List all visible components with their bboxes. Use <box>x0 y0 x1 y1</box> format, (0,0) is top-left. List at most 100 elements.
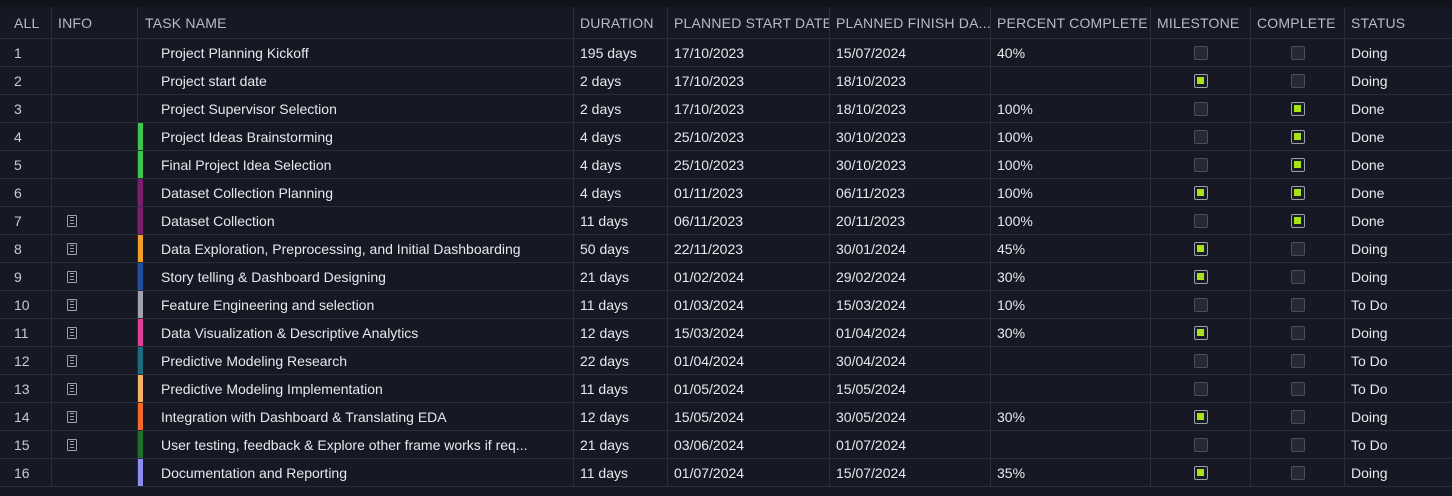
column-header-percent-complete[interactable]: PERCENT COMPLETE <box>991 7 1151 38</box>
task-name-cell[interactable]: Project Planning Kickoff <box>138 39 574 66</box>
percent-complete-cell[interactable]: 30% <box>991 319 1151 346</box>
planned-finish-cell[interactable]: 15/05/2024 <box>830 375 991 402</box>
table-row[interactable]: 2 Project start date 2 days 17/10/2023 18/10… <box>0 67 1452 95</box>
table-row[interactable]: 6 Dataset Collection Planning 4 days 01/11/… <box>0 179 1452 207</box>
status-cell[interactable]: To Do <box>1351 436 1388 453</box>
complete-checkbox[interactable] <box>1290 185 1305 200</box>
planned-finish-cell[interactable]: 20/11/2023 <box>830 207 991 234</box>
status-cell[interactable]: To Do <box>1351 296 1388 313</box>
table-row[interactable]: 3 Project Supervisor Selection 2 days 17/10… <box>0 95 1452 123</box>
note-icon[interactable] <box>67 242 77 255</box>
milestone-checkbox[interactable] <box>1193 45 1208 60</box>
planned-finish-cell[interactable]: 30/10/2023 <box>830 123 991 150</box>
row-number[interactable]: 6 <box>0 179 52 206</box>
info-cell[interactable] <box>52 291 138 318</box>
percent-complete-cell[interactable]: 30% <box>991 403 1151 430</box>
planned-start-cell[interactable]: 25/10/2023 <box>668 123 830 150</box>
note-icon[interactable] <box>67 410 77 423</box>
milestone-checkbox[interactable] <box>1193 297 1208 312</box>
duration-cell[interactable]: 11 days <box>574 375 668 402</box>
task-name-cell[interactable]: Dataset Collection <box>138 207 574 234</box>
task-name-cell[interactable]: User testing, feedback & Explore other f… <box>138 431 574 458</box>
planned-start-cell[interactable]: 22/11/2023 <box>668 235 830 262</box>
status-cell[interactable]: To Do <box>1351 352 1388 369</box>
status-cell[interactable]: Done <box>1351 156 1385 173</box>
status-cell[interactable]: Done <box>1351 212 1385 229</box>
task-name-cell[interactable]: Project Supervisor Selection <box>138 95 574 122</box>
percent-complete-cell[interactable]: 100% <box>991 151 1151 178</box>
row-number[interactable]: 9 <box>0 263 52 290</box>
milestone-checkbox[interactable] <box>1193 353 1208 368</box>
info-cell[interactable] <box>52 39 138 66</box>
task-name-cell[interactable]: Integration with Dashboard & Translating… <box>138 403 574 430</box>
info-cell[interactable] <box>52 375 138 402</box>
duration-cell[interactable]: 21 days <box>574 263 668 290</box>
complete-checkbox[interactable] <box>1290 465 1305 480</box>
planned-finish-cell[interactable]: 30/10/2023 <box>830 151 991 178</box>
table-row[interactable]: 8 Data Exploration, Preprocessing, and In… <box>0 235 1452 263</box>
milestone-checkbox[interactable] <box>1193 213 1208 228</box>
duration-cell[interactable]: 11 days <box>574 207 668 234</box>
info-cell[interactable] <box>52 235 138 262</box>
column-header-task-name[interactable]: TASK NAME <box>138 7 574 38</box>
complete-checkbox[interactable] <box>1290 129 1305 144</box>
status-cell[interactable]: Doing <box>1351 408 1388 425</box>
note-icon[interactable] <box>67 438 77 451</box>
complete-checkbox[interactable] <box>1290 409 1305 424</box>
milestone-checkbox[interactable] <box>1193 325 1208 340</box>
duration-cell[interactable]: 2 days <box>574 67 668 94</box>
row-number[interactable]: 1 <box>0 39 52 66</box>
planned-finish-cell[interactable]: 18/10/2023 <box>830 95 991 122</box>
planned-finish-cell[interactable]: 18/10/2023 <box>830 67 991 94</box>
info-cell[interactable] <box>52 95 138 122</box>
task-name-cell[interactable]: Story telling & Dashboard Designing <box>138 263 574 290</box>
planned-finish-cell[interactable]: 15/07/2024 <box>830 459 991 486</box>
duration-cell[interactable]: 11 days <box>574 459 668 486</box>
row-number[interactable]: 7 <box>0 207 52 234</box>
task-name-cell[interactable]: Project start date <box>138 67 574 94</box>
table-row[interactable]: 12 Predictive Modeling Research 22 days 01/… <box>0 347 1452 375</box>
status-cell[interactable]: Done <box>1351 184 1385 201</box>
planned-finish-cell[interactable]: 06/11/2023 <box>830 179 991 206</box>
planned-start-cell[interactable]: 06/11/2023 <box>668 207 830 234</box>
info-cell[interactable] <box>52 179 138 206</box>
info-cell[interactable] <box>52 319 138 346</box>
complete-checkbox[interactable] <box>1290 101 1305 116</box>
note-icon[interactable] <box>67 382 77 395</box>
complete-checkbox[interactable] <box>1290 297 1305 312</box>
planned-start-cell[interactable]: 15/05/2024 <box>668 403 830 430</box>
duration-cell[interactable]: 50 days <box>574 235 668 262</box>
status-cell[interactable]: Doing <box>1351 324 1388 341</box>
planned-start-cell[interactable]: 25/10/2023 <box>668 151 830 178</box>
status-cell[interactable]: Done <box>1351 100 1385 117</box>
column-header-all[interactable]: ALL <box>0 7 52 38</box>
duration-cell[interactable]: 4 days <box>574 179 668 206</box>
row-number[interactable]: 8 <box>0 235 52 262</box>
status-cell[interactable]: Done <box>1351 128 1385 145</box>
info-cell[interactable] <box>52 123 138 150</box>
note-icon[interactable] <box>67 326 77 339</box>
planned-start-cell[interactable]: 01/02/2024 <box>668 263 830 290</box>
table-row[interactable]: 7 Dataset Collection 11 days 06/11/2023 20/1… <box>0 207 1452 235</box>
milestone-checkbox[interactable] <box>1193 381 1208 396</box>
info-cell[interactable] <box>52 403 138 430</box>
row-number[interactable]: 15 <box>0 431 52 458</box>
percent-complete-cell[interactable]: 40% <box>991 39 1151 66</box>
task-name-cell[interactable]: Data Visualization & Descriptive Analyti… <box>138 319 574 346</box>
table-row[interactable]: 5 Final Project Idea Selection 4 days 25/10… <box>0 151 1452 179</box>
milestone-checkbox[interactable] <box>1193 157 1208 172</box>
table-row[interactable]: 10 Feature Engineering and selection 11 da… <box>0 291 1452 319</box>
column-header-complete[interactable]: COMPLETE <box>1251 7 1345 38</box>
table-row[interactable]: 11 Data Visualization & Descriptive Analy… <box>0 319 1452 347</box>
column-header-planned-finish[interactable]: PLANNED FINISH DA... <box>830 7 991 38</box>
milestone-checkbox[interactable] <box>1193 241 1208 256</box>
milestone-checkbox[interactable] <box>1193 465 1208 480</box>
milestone-checkbox[interactable] <box>1193 409 1208 424</box>
percent-complete-cell[interactable] <box>991 375 1151 402</box>
percent-complete-cell[interactable] <box>991 347 1151 374</box>
complete-checkbox[interactable] <box>1290 73 1305 88</box>
table-row[interactable]: 4 Project Ideas Brainstorming 4 days 25/10/… <box>0 123 1452 151</box>
complete-checkbox[interactable] <box>1290 213 1305 228</box>
duration-cell[interactable]: 4 days <box>574 151 668 178</box>
table-row[interactable]: 15 User testing, feedback & Explore other… <box>0 431 1452 459</box>
